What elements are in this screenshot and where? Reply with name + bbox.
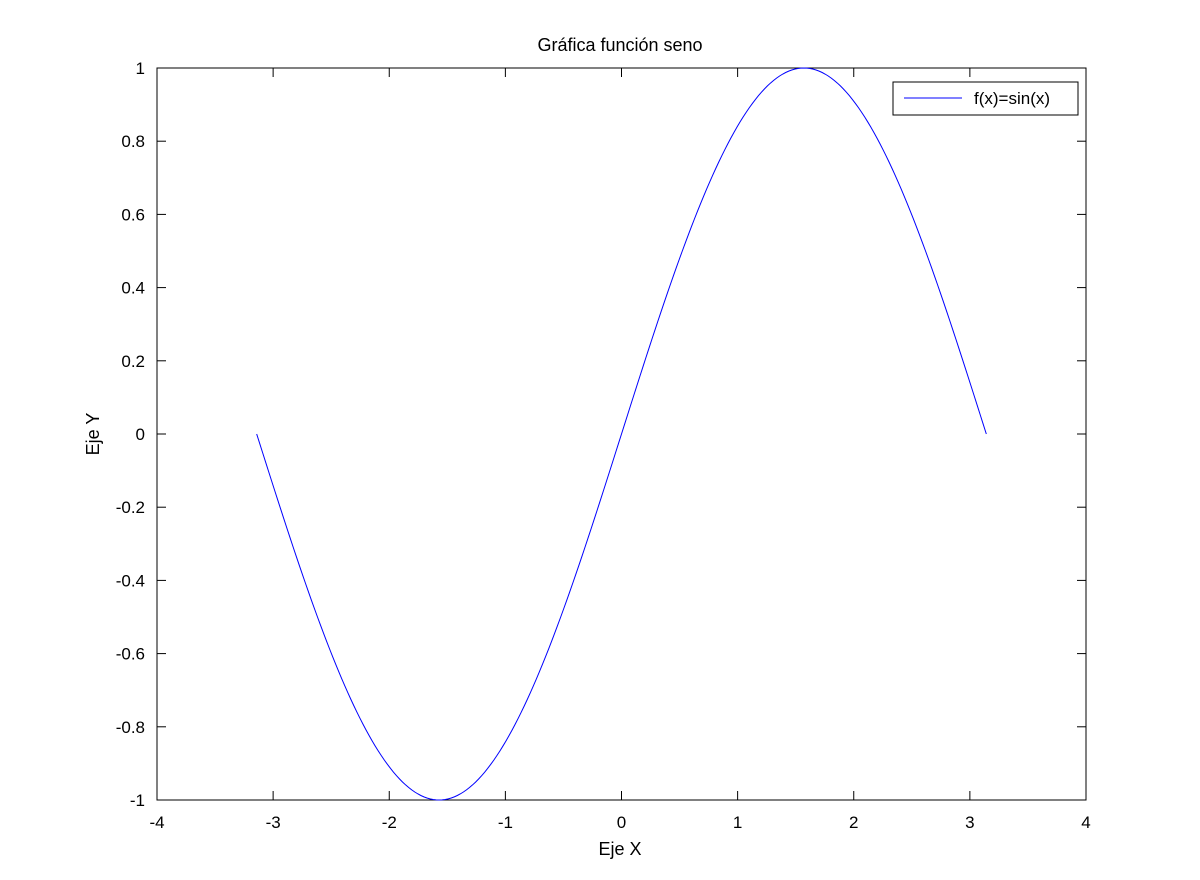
x-tick-label: -1 (498, 813, 513, 832)
series-line-sin (256, 67, 987, 801)
x-tick-label: -4 (149, 813, 164, 832)
x-tick-label: -2 (382, 813, 397, 832)
y-tick-label: -0.8 (116, 718, 145, 737)
x-tick-label: -3 (266, 813, 281, 832)
y-tick-label: -0.2 (116, 498, 145, 517)
y-tick-label: 0.4 (121, 279, 145, 298)
y-tick-label: -0.6 (116, 645, 145, 664)
x-tick-label: 4 (1081, 813, 1090, 832)
x-tick-label: 3 (965, 813, 974, 832)
x-tick-label: 2 (849, 813, 858, 832)
tick-labels: -4 -3 -2 -1 0 1 2 3 4 -1 -0.8 -0.6 -0.4 -0.2 0 0.2 0.4 0.… (116, 59, 1091, 832)
y-axis-label: Eje Y (83, 413, 103, 456)
y-tick-label: 1 (136, 59, 145, 78)
y-tick-label: 0.6 (121, 205, 145, 224)
legend-label-sin: f(x)=sin(x) (974, 89, 1050, 108)
x-axis-label: Eje X (598, 839, 641, 859)
axis-ticks (156, 67, 1087, 801)
x-tick-label: 1 (733, 813, 742, 832)
y-tick-label: 0.2 (121, 352, 145, 371)
legend: f(x)=sin(x) (892, 81, 1079, 116)
chart-title: Gráfica función seno (537, 35, 702, 55)
y-tick-label: 0.8 (121, 132, 145, 151)
y-tick-label: -1 (130, 791, 145, 810)
y-tick-label: 0 (136, 425, 145, 444)
x-tick-label: 0 (617, 813, 626, 832)
y-tick-label: -0.4 (116, 571, 145, 590)
